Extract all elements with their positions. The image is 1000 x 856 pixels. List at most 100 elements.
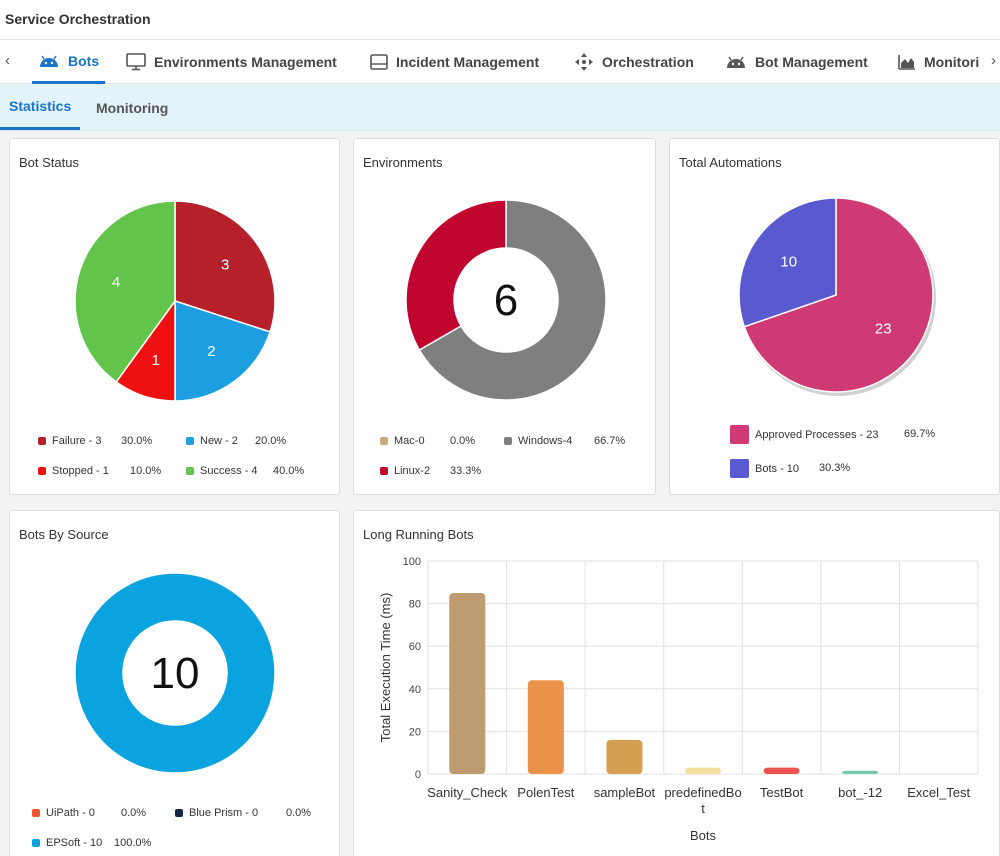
legend-percent: 0.0% bbox=[286, 807, 312, 819]
legend-label: EPSoft - 10 bbox=[46, 837, 103, 849]
total-automations-pie-chart: 23 10 bbox=[738, 197, 936, 396]
legend-swatch bbox=[186, 467, 194, 475]
title-bar: Service Orchestration bbox=[0, 0, 1000, 40]
legend-swatch bbox=[38, 437, 46, 445]
pie-slice[interactable] bbox=[738, 197, 837, 328]
environments-donut-chart: 6 bbox=[405, 199, 607, 401]
card-title: Long Running Bots bbox=[363, 527, 474, 542]
tab-label: Incident Management bbox=[396, 54, 540, 70]
y-tick-label: 0 bbox=[415, 769, 421, 781]
tab-label: Monitori bbox=[924, 54, 980, 70]
bot-status-card: Bot Status 3 2 1 4 Failure - 3 30.0% New - … bbox=[9, 138, 340, 495]
legend-item-mac[interactable]: Mac-0 bbox=[380, 435, 425, 447]
subtab-label: Monitoring bbox=[96, 99, 169, 116]
legend-label: Success - 4 bbox=[200, 465, 258, 477]
app-title: Service Orchestration bbox=[5, 11, 151, 27]
move-arrows-icon bbox=[575, 53, 593, 71]
legend-item-approved-processes[interactable]: Approved Processes - 23 bbox=[730, 425, 879, 444]
legend-item-uipath[interactable]: UiPath - 0 bbox=[32, 807, 95, 819]
legend-label: Stopped - 1 bbox=[52, 465, 109, 477]
legend-item-windows[interactable]: Windows-4 bbox=[504, 435, 572, 447]
legend-swatch bbox=[38, 467, 46, 475]
y-tick-label: 80 bbox=[409, 599, 421, 611]
bar[interactable] bbox=[527, 680, 564, 774]
card-title: Total Automations bbox=[679, 155, 782, 170]
legend-item-failure[interactable]: Failure - 3 bbox=[38, 435, 102, 447]
slice-value-label: 3 bbox=[221, 257, 229, 274]
bots-by-source-card: Bots By Source 10 UiPath - 0 0.0% Blue P… bbox=[9, 510, 340, 856]
legend-swatch bbox=[730, 425, 749, 444]
tab-incident-management[interactable]: Incident Management bbox=[370, 40, 539, 84]
legend-percent: 10.0% bbox=[130, 465, 162, 477]
donut-center-value: 10 bbox=[151, 649, 200, 698]
legend-percent: 20.0% bbox=[255, 435, 287, 447]
donut-hole bbox=[124, 622, 226, 724]
legend-label: UiPath - 0 bbox=[46, 807, 95, 819]
bar[interactable] bbox=[842, 770, 879, 774]
legend-item-bots[interactable]: Bots - 10 bbox=[730, 459, 799, 478]
legend-item-epsoft[interactable]: EPSoft - 10 bbox=[32, 837, 102, 849]
legend-item-success[interactable]: Success - 4 bbox=[186, 465, 257, 477]
bar[interactable] bbox=[763, 767, 800, 774]
pie-slice[interactable] bbox=[743, 197, 934, 393]
bar[interactable] bbox=[685, 767, 721, 774]
long-running-bots-bar-chart: 0 20 40 60 80 100 Sanity_Check PolenTest sampleB… bbox=[378, 556, 979, 843]
card-title: Bots By Source bbox=[19, 527, 109, 542]
legend-item-blue-prism[interactable]: Blue Prism - 0 bbox=[175, 807, 258, 819]
bar[interactable] bbox=[449, 592, 486, 774]
legend-percent: 0.0% bbox=[450, 435, 476, 447]
slice-value-label: 1 bbox=[152, 352, 160, 369]
legend-swatch bbox=[380, 437, 388, 445]
subtab-monitoring[interactable]: Monitoring bbox=[96, 85, 168, 130]
subtab-label: Statistics bbox=[9, 98, 72, 114]
bar[interactable] bbox=[606, 739, 643, 774]
legend-label: Mac-0 bbox=[394, 435, 425, 447]
legend-swatch bbox=[730, 459, 749, 478]
legend-swatch bbox=[504, 437, 512, 445]
legend-label: Bots - 10 bbox=[755, 462, 800, 475]
card-title: Bot Status bbox=[19, 155, 79, 170]
tab-bots[interactable]: Bots bbox=[32, 40, 106, 84]
pie-slice[interactable] bbox=[418, 199, 607, 401]
legend-percent: 0.0% bbox=[121, 807, 147, 819]
bots-by-source-donut-chart: 10 bbox=[74, 572, 276, 774]
pie-slice[interactable] bbox=[405, 199, 507, 352]
tab-monitoring[interactable]: Monitori bbox=[898, 40, 988, 84]
subtab-statistics[interactable]: Statistics bbox=[0, 85, 81, 130]
scroll-right-icon[interactable]: › bbox=[991, 52, 996, 69]
tab-label: Bots bbox=[68, 52, 100, 69]
legend-swatch bbox=[175, 809, 183, 817]
donut-hole bbox=[455, 249, 557, 351]
legend-item-new[interactable]: New - 2 bbox=[186, 435, 238, 447]
legend-item-linux[interactable]: Linux-2 bbox=[380, 465, 430, 477]
pie-slice[interactable] bbox=[174, 200, 276, 333]
pie-slice[interactable] bbox=[74, 572, 276, 774]
slice-value-label: 10 bbox=[780, 253, 797, 270]
donut-center-value: 6 bbox=[494, 276, 518, 325]
main-tab-bar: ‹ Bots Environments Management Incident … bbox=[0, 40, 1000, 84]
tab-orchestration[interactable]: Orchestration bbox=[574, 40, 694, 84]
legend-label: Blue Prism - 0 bbox=[189, 807, 259, 819]
bot-status-pie-chart: 3 2 1 4 bbox=[74, 200, 276, 402]
area-chart-icon bbox=[898, 55, 915, 70]
slice-value-label: 2 bbox=[207, 343, 215, 360]
android-icon bbox=[40, 55, 58, 67]
tab-label: Bot Management bbox=[755, 54, 868, 70]
long-running-bots-card: Long Running Bots 0 20 40 60 80 100 Sanity_Che… bbox=[353, 510, 1000, 856]
pie-slice[interactable] bbox=[174, 299, 272, 402]
legend-item-stopped[interactable]: Stopped - 1 bbox=[38, 465, 109, 477]
x-tick-label: Excel_Test bbox=[907, 785, 970, 800]
tab-bot-management[interactable]: Bot Management bbox=[725, 40, 868, 84]
legend-percent: 40.0% bbox=[273, 465, 305, 477]
environments-card: Environments 6 Mac-0 0.0% Windows-4 66.7… bbox=[353, 138, 656, 495]
legend-swatch bbox=[32, 839, 40, 847]
x-tick-label: sampleBot bbox=[594, 785, 656, 800]
legend-label: New - 2 bbox=[200, 435, 238, 447]
pie-slice[interactable] bbox=[74, 200, 176, 383]
tab-environments-management[interactable]: Environments Management bbox=[126, 40, 337, 84]
card-title: Environments bbox=[363, 155, 443, 170]
tab-label: Environments Management bbox=[154, 54, 337, 70]
scroll-left-icon[interactable]: ‹ bbox=[5, 52, 10, 69]
legend-percent: 30.3% bbox=[819, 462, 851, 474]
inbox-icon bbox=[370, 54, 388, 70]
